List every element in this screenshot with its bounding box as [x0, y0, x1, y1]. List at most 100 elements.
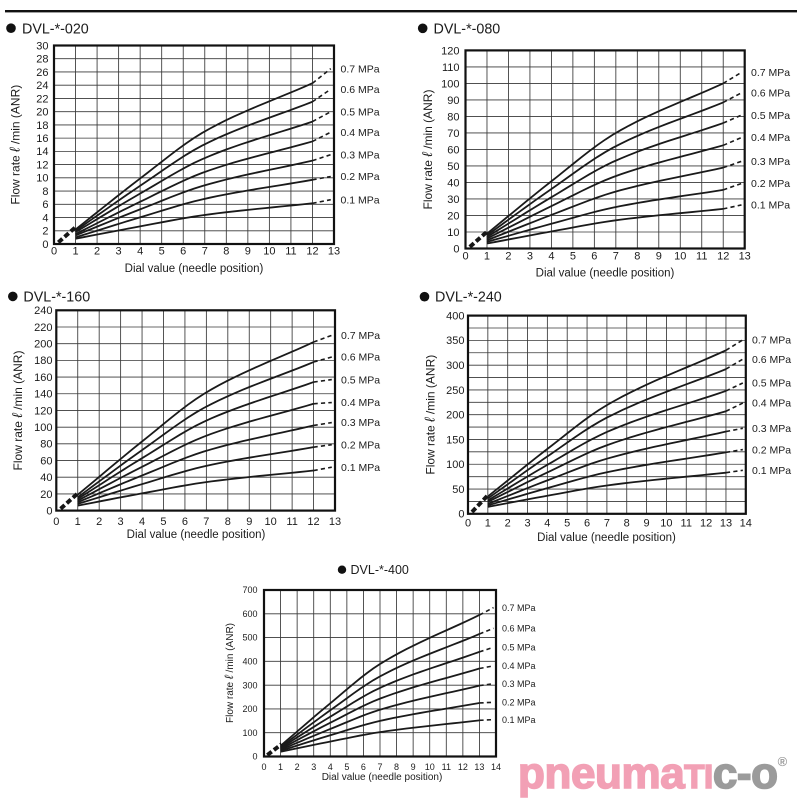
svg-text:50: 50: [447, 161, 459, 173]
svg-text:250: 250: [446, 385, 464, 397]
svg-text:4: 4: [42, 212, 48, 224]
svg-text:200: 200: [242, 704, 257, 714]
svg-text:70: 70: [447, 128, 459, 140]
svg-text:0.6 MPa: 0.6 MPa: [341, 84, 380, 96]
svg-text:0.4 MPa: 0.4 MPa: [341, 397, 380, 409]
svg-text:400: 400: [446, 310, 464, 322]
svg-text:Flow rate ℓ /min (ANR): Flow rate ℓ /min (ANR): [419, 90, 435, 210]
svg-text:16: 16: [36, 133, 48, 145]
svg-text:0: 0: [261, 762, 266, 772]
svg-text:5: 5: [570, 251, 576, 263]
svg-text:0.1 MPa: 0.1 MPa: [502, 715, 536, 725]
svg-text:DVL-*-400: DVL-*-400: [351, 563, 409, 577]
svg-text:7: 7: [604, 518, 610, 530]
svg-text:12: 12: [717, 251, 729, 263]
svg-text:1: 1: [485, 518, 491, 530]
svg-text:Dial value (needle position): Dial value (needle position): [322, 772, 443, 783]
svg-text:0: 0: [453, 243, 459, 255]
svg-text:DVL-*-080: DVL-*-080: [434, 22, 501, 38]
svg-text:7: 7: [203, 516, 209, 528]
svg-text:6: 6: [361, 762, 366, 772]
svg-text:0.7 MPa: 0.7 MPa: [502, 603, 536, 613]
svg-text:DVL-*-240: DVL-*-240: [435, 290, 502, 306]
svg-text:8: 8: [634, 251, 640, 263]
svg-text:6: 6: [42, 199, 48, 211]
svg-text:7: 7: [613, 251, 619, 263]
svg-text:12: 12: [36, 159, 48, 171]
svg-text:5: 5: [160, 516, 166, 528]
svg-text:Dial value (needle position): Dial value (needle position): [536, 268, 675, 280]
svg-text:11: 11: [286, 516, 297, 528]
svg-text:120: 120: [441, 45, 459, 57]
svg-text:20: 20: [36, 107, 48, 119]
svg-text:100: 100: [446, 459, 464, 471]
svg-text:10: 10: [265, 516, 277, 528]
svg-text:0.3 MPa: 0.3 MPa: [502, 679, 536, 689]
svg-text:6: 6: [584, 518, 590, 530]
svg-text:0.1 MPa: 0.1 MPa: [752, 465, 791, 477]
svg-text:26: 26: [36, 67, 48, 79]
svg-text:0.6 MPa: 0.6 MPa: [752, 354, 791, 366]
svg-text:0.2 MPa: 0.2 MPa: [751, 178, 790, 190]
svg-text:18: 18: [36, 120, 48, 132]
svg-text:60: 60: [447, 144, 459, 156]
svg-text:12: 12: [307, 516, 319, 528]
svg-text:100: 100: [441, 78, 459, 90]
svg-text:13: 13: [739, 251, 751, 263]
svg-text:10: 10: [447, 227, 459, 239]
svg-text:20: 20: [447, 210, 459, 222]
svg-text:11: 11: [681, 518, 692, 530]
svg-text:10: 10: [36, 173, 48, 185]
svg-text:0.3 MPa: 0.3 MPa: [751, 156, 790, 168]
svg-text:3: 3: [527, 251, 533, 263]
svg-text:200: 200: [446, 410, 464, 422]
svg-text:5: 5: [564, 518, 570, 530]
svg-text:Flow rate ℓ /min (ANR): Flow rate ℓ /min (ANR): [421, 355, 437, 475]
svg-text:0.4 MPa: 0.4 MPa: [341, 127, 380, 139]
svg-text:100: 100: [242, 728, 257, 738]
svg-text:0: 0: [462, 251, 468, 263]
svg-text:9: 9: [411, 762, 416, 772]
svg-text:13: 13: [328, 246, 340, 258]
svg-text:5: 5: [344, 762, 349, 772]
svg-text:1: 1: [484, 251, 490, 263]
svg-text:40: 40: [40, 472, 52, 484]
svg-text:2: 2: [505, 251, 511, 263]
svg-text:DVL-*-160: DVL-*-160: [23, 290, 90, 306]
svg-text:10: 10: [674, 251, 686, 263]
svg-text:8: 8: [394, 762, 399, 772]
svg-text:10: 10: [425, 762, 435, 772]
svg-text:0.3 MPa: 0.3 MPa: [341, 417, 380, 429]
svg-text:0: 0: [458, 509, 464, 521]
svg-text:1: 1: [72, 246, 78, 258]
svg-text:30: 30: [36, 40, 48, 52]
svg-text:0.3 MPa: 0.3 MPa: [752, 423, 791, 435]
svg-text:500: 500: [242, 633, 257, 643]
svg-text:0.3 MPa: 0.3 MPa: [341, 149, 380, 161]
svg-text:13: 13: [329, 516, 341, 528]
svg-text:240: 240: [34, 305, 52, 317]
svg-text:3: 3: [116, 246, 122, 258]
svg-text:12: 12: [458, 762, 468, 772]
svg-text:10: 10: [263, 246, 275, 258]
svg-text:2: 2: [94, 246, 100, 258]
svg-text:0.6 MPa: 0.6 MPa: [341, 352, 380, 364]
svg-text:400: 400: [242, 657, 257, 667]
svg-text:0.5 MPa: 0.5 MPa: [752, 378, 791, 390]
svg-text:4: 4: [544, 518, 550, 530]
svg-text:80: 80: [40, 439, 52, 451]
svg-text:110: 110: [442, 62, 460, 74]
svg-text:1: 1: [75, 516, 81, 528]
svg-text:0.1 MPa: 0.1 MPa: [341, 462, 380, 474]
svg-text:Dial value (needle position): Dial value (needle position): [537, 532, 676, 544]
svg-text:0.5 MPa: 0.5 MPa: [751, 110, 790, 122]
svg-text:7: 7: [377, 762, 382, 772]
svg-text:60: 60: [40, 455, 52, 467]
svg-text:11: 11: [442, 762, 451, 772]
svg-text:12: 12: [306, 246, 318, 258]
svg-text:0.6 MPa: 0.6 MPa: [751, 88, 790, 100]
svg-text:0.4 MPa: 0.4 MPa: [752, 398, 791, 410]
svg-text:0.1 MPa: 0.1 MPa: [751, 200, 790, 212]
svg-text:22: 22: [36, 93, 48, 105]
svg-text:300: 300: [446, 360, 464, 372]
